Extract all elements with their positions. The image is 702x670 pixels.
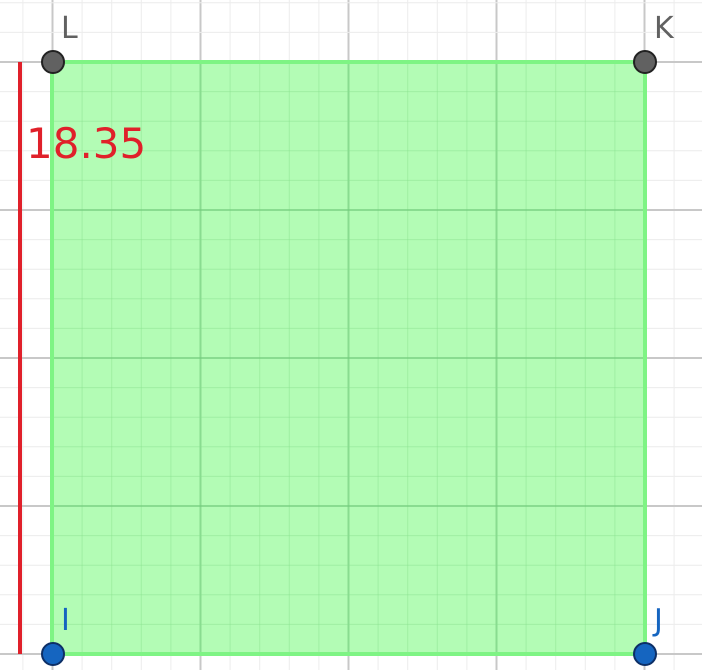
point-label-i: I: [61, 603, 70, 638]
point-label-l: L: [61, 11, 78, 46]
point-label-k: K: [654, 11, 675, 46]
square-inner-grid: [54, 64, 643, 652]
segment-length-label: 18.35: [26, 119, 146, 168]
point-k[interactable]: [633, 50, 657, 74]
point-label-j: J: [652, 603, 663, 638]
point-j[interactable]: [633, 642, 657, 666]
point-i[interactable]: [41, 642, 65, 666]
point-l[interactable]: [41, 50, 65, 74]
